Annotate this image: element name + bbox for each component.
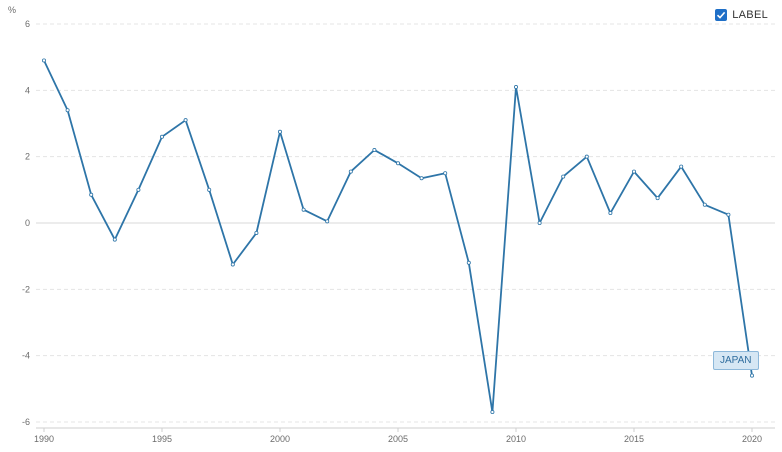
- y-tick-label: -2: [22, 284, 30, 294]
- data-point: [632, 169, 637, 174]
- data-point: [136, 187, 141, 192]
- series-label-japan: JAPAN: [713, 351, 759, 370]
- y-tick-label: 2: [25, 152, 30, 162]
- y-tick-label: 4: [25, 85, 30, 95]
- data-point: [159, 134, 164, 139]
- x-tick-label: 2005: [388, 434, 408, 444]
- data-point: [183, 118, 188, 123]
- data-point: [372, 148, 377, 153]
- x-tick-label: 1995: [152, 434, 172, 444]
- data-point: [42, 58, 47, 63]
- y-tick-label: -6: [22, 417, 30, 427]
- data-point: [230, 262, 235, 267]
- y-tick-label: 6: [25, 19, 30, 29]
- gridlines: [36, 23, 775, 423]
- data-point: [726, 212, 731, 217]
- data-point: [89, 192, 94, 197]
- data-point: [277, 129, 282, 134]
- data-point: [443, 171, 448, 176]
- x-tick-label: 2020: [742, 434, 762, 444]
- series-line-japan[interactable]: [43, 60, 753, 413]
- data-point: [537, 220, 542, 225]
- x-axis: [36, 427, 775, 432]
- data-point: [65, 108, 70, 113]
- legend-label: LABEL: [732, 9, 768, 21]
- data-point: [207, 187, 212, 192]
- checkbox-checked-icon[interactable]: [715, 9, 728, 21]
- y-unit-label: %: [8, 5, 16, 15]
- data-point: [419, 176, 424, 181]
- data-point: [348, 169, 353, 174]
- data-point: [112, 237, 117, 242]
- data-point: [514, 85, 519, 90]
- x-tick-label: 1990: [34, 434, 54, 444]
- data-point: [490, 410, 495, 415]
- x-tick-label: 2015: [624, 434, 644, 444]
- y-tick-label: 0: [25, 218, 30, 228]
- data-point: [466, 260, 471, 265]
- x-tick-label: 2000: [270, 434, 290, 444]
- data-point: [561, 174, 566, 179]
- data-point: [679, 164, 684, 169]
- data-points: [42, 58, 755, 415]
- data-point: [254, 230, 259, 235]
- data-point: [325, 219, 330, 224]
- data-point: [702, 202, 707, 207]
- y-tick-labels: 6 4 2 0 -2 -4 -6: [22, 19, 30, 427]
- legend-toggle[interactable]: LABEL: [715, 9, 768, 21]
- data-point: [395, 161, 400, 166]
- data-point: [584, 154, 589, 159]
- x-tick-label: 2010: [506, 434, 526, 444]
- data-point: [655, 196, 660, 201]
- x-tick-labels: 1990 1995 2000 2005 2010 2015 2020: [34, 434, 762, 444]
- data-point: [750, 373, 755, 378]
- data-point: [608, 211, 613, 216]
- data-point: [301, 207, 306, 212]
- y-tick-label: -4: [22, 351, 30, 361]
